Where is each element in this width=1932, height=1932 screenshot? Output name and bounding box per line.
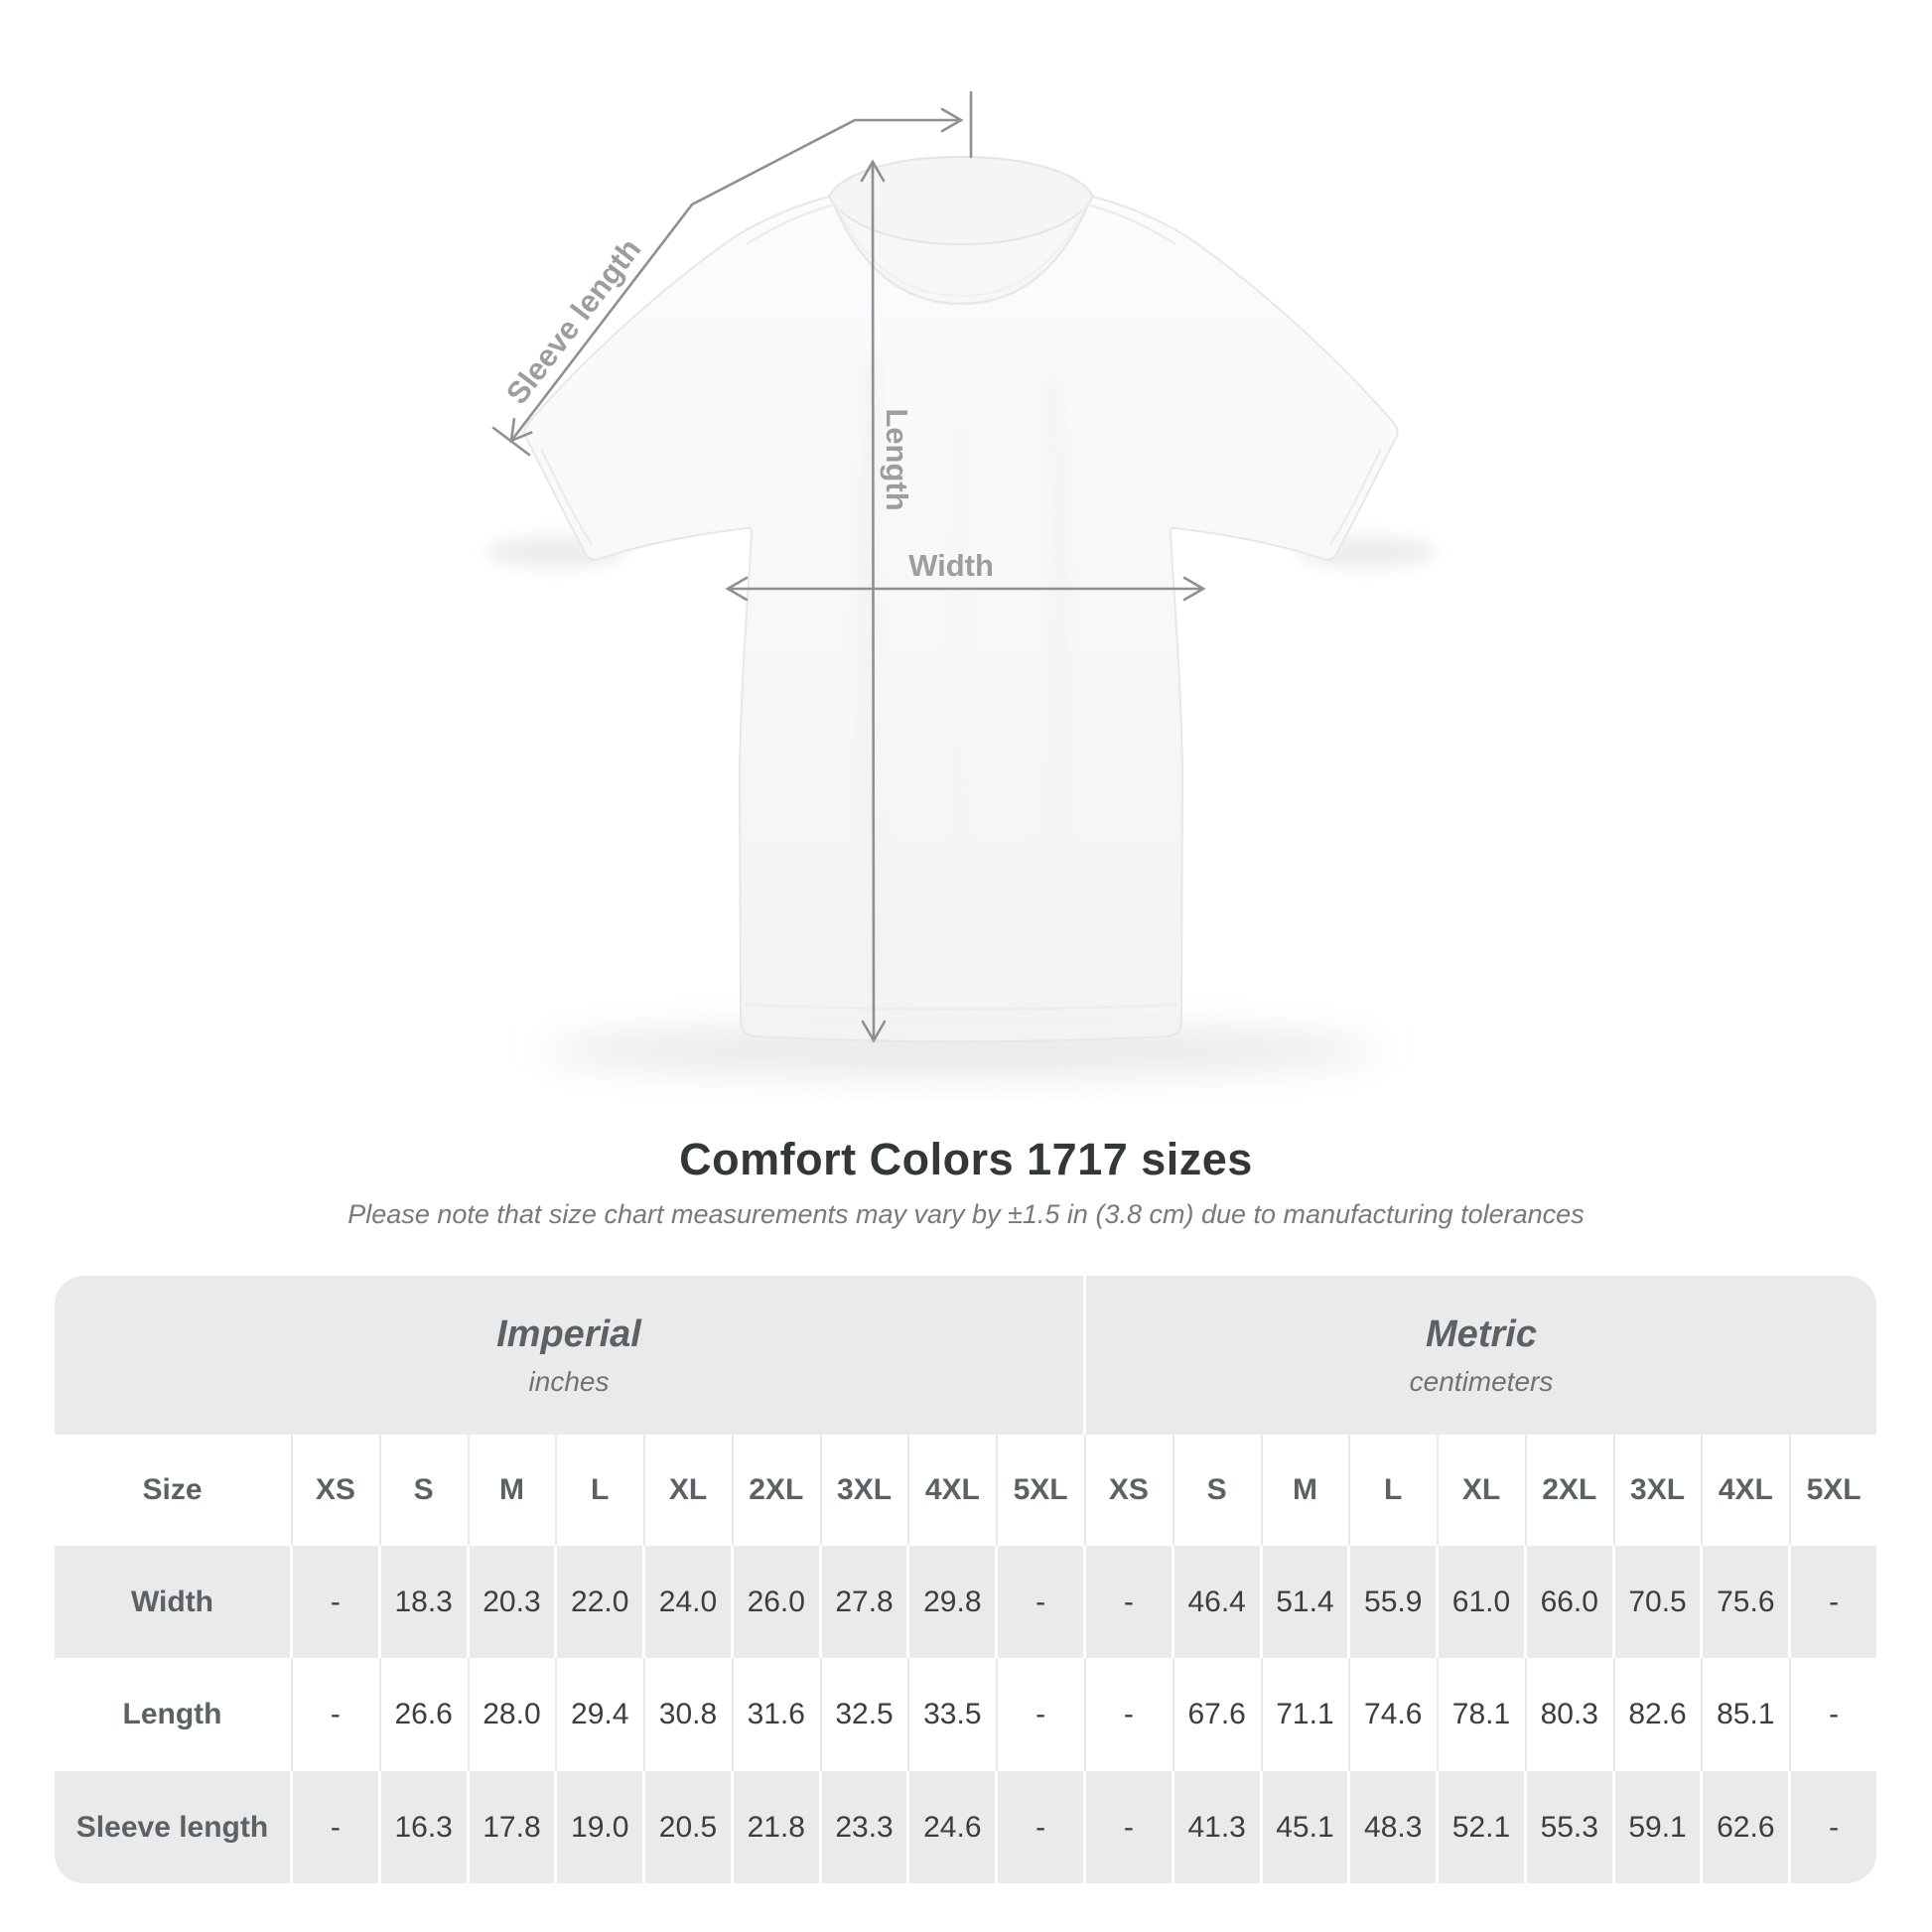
value-cell: 22.0: [557, 1546, 643, 1658]
value-cell: 31.6: [733, 1658, 819, 1771]
value-cell: 19.0: [557, 1771, 643, 1883]
col-header: 4XL: [1703, 1435, 1789, 1546]
col-header: 2XL: [733, 1435, 819, 1546]
col-header: 5XL: [1791, 1435, 1876, 1546]
size-table: Imperial inches Metric centimeters Size …: [55, 1276, 1876, 1883]
value-cell: -: [293, 1771, 378, 1883]
imperial-unit: inches: [528, 1365, 610, 1397]
heading: Comfort Colors 1717 sizes Please note th…: [0, 1134, 1932, 1230]
value-cell: 17.8: [469, 1771, 555, 1883]
value-cell: 52.1: [1439, 1771, 1524, 1883]
col-header: 2XL: [1526, 1435, 1612, 1546]
row-label: Width: [55, 1546, 290, 1658]
value-cell: 62.6: [1703, 1771, 1789, 1883]
value-cell: 23.3: [821, 1771, 907, 1883]
value-cell: 30.8: [645, 1658, 731, 1771]
value-cell: 41.3: [1173, 1771, 1260, 1883]
sleeve-end-tick: [491, 426, 531, 457]
col-header: 3XL: [821, 1435, 907, 1546]
page-title: Comfort Colors 1717 sizes: [679, 1134, 1253, 1184]
value-cell: -: [1086, 1546, 1172, 1658]
value-cell: 26.0: [733, 1546, 819, 1658]
value-cell: 48.3: [1350, 1771, 1437, 1883]
imperial-label: Imperial: [496, 1312, 641, 1355]
value-cell: 70.5: [1614, 1546, 1701, 1658]
col-header: 3XL: [1614, 1435, 1701, 1546]
value-cell: 45.1: [1262, 1771, 1348, 1883]
value-cell: -: [1791, 1658, 1876, 1771]
col-header: XS: [1086, 1435, 1172, 1546]
length-arrow: [860, 159, 887, 1043]
col-header: XS: [293, 1435, 378, 1546]
value-cell: -: [293, 1658, 378, 1771]
row-label: Sleeve length: [55, 1771, 290, 1883]
metric-label: Metric: [1426, 1312, 1537, 1355]
value-cell: -: [1086, 1658, 1172, 1771]
page-subtitle: Please note that size chart measurements…: [347, 1199, 1585, 1229]
length-label: Length: [880, 408, 914, 510]
value-cell: 51.4: [1262, 1546, 1348, 1658]
col-header: XL: [645, 1435, 731, 1546]
value-cell: 67.6: [1173, 1658, 1260, 1771]
value-cell: 46.4: [1173, 1546, 1260, 1658]
value-cell: 66.0: [1526, 1546, 1612, 1658]
value-cell: 71.1: [1262, 1658, 1348, 1771]
value-cell: -: [998, 1546, 1083, 1658]
value-cell: -: [1791, 1771, 1876, 1883]
col-header: S: [1173, 1435, 1260, 1546]
value-cell: 20.3: [469, 1546, 555, 1658]
value-cell: 59.1: [1614, 1771, 1701, 1883]
tshirt-measurement-diagram: Sleeve length Length Width: [486, 90, 1436, 1076]
measurement-lines: [491, 90, 1206, 1043]
col-header: S: [380, 1435, 467, 1546]
value-cell: 78.1: [1439, 1658, 1524, 1771]
value-cell: 80.3: [1526, 1658, 1612, 1771]
value-cell: -: [998, 1658, 1083, 1771]
tshirt-graphic: [523, 155, 1399, 1043]
col-header: M: [1262, 1435, 1348, 1546]
value-cell: -: [1086, 1771, 1172, 1883]
value-cell: 55.3: [1526, 1771, 1612, 1883]
imperial-group-header: Imperial inches: [55, 1276, 1083, 1435]
value-cell: 29.4: [557, 1658, 643, 1771]
col-header: 5XL: [998, 1435, 1083, 1546]
value-cell: 18.3: [380, 1546, 467, 1658]
value-cell: 74.6: [1350, 1658, 1437, 1771]
value-cell: 16.3: [380, 1771, 467, 1883]
value-cell: 85.1: [1703, 1658, 1789, 1771]
value-cell: 24.0: [645, 1546, 731, 1658]
value-cell: 61.0: [1439, 1546, 1524, 1658]
value-cell: 82.6: [1614, 1658, 1701, 1771]
value-cell: 55.9: [1350, 1546, 1437, 1658]
value-cell: 24.6: [909, 1771, 996, 1883]
col-header: L: [1350, 1435, 1437, 1546]
col-header: 4XL: [909, 1435, 996, 1546]
value-cell: -: [1791, 1546, 1876, 1658]
value-cell: 20.5: [645, 1771, 731, 1883]
value-cell: 32.5: [821, 1658, 907, 1771]
col-header: L: [557, 1435, 643, 1546]
metric-unit: centimeters: [1409, 1365, 1554, 1397]
col-header: XL: [1439, 1435, 1524, 1546]
size-corner-header: Size: [55, 1435, 290, 1546]
row-label: Length: [55, 1658, 290, 1771]
value-cell: 21.8: [733, 1771, 819, 1883]
value-cell: -: [293, 1546, 378, 1658]
sleeve-length-arrow: [509, 107, 964, 444]
value-cell: 28.0: [469, 1658, 555, 1771]
value-cell: 75.6: [1703, 1546, 1789, 1658]
width-label: Width: [908, 548, 994, 583]
metric-group-header: Metric centimeters: [1086, 1276, 1876, 1435]
value-cell: 29.8: [909, 1546, 996, 1658]
value-cell: 33.5: [909, 1658, 996, 1771]
value-cell: -: [998, 1771, 1083, 1883]
value-cell: 27.8: [821, 1546, 907, 1658]
col-header: M: [469, 1435, 555, 1546]
value-cell: 26.6: [380, 1658, 467, 1771]
